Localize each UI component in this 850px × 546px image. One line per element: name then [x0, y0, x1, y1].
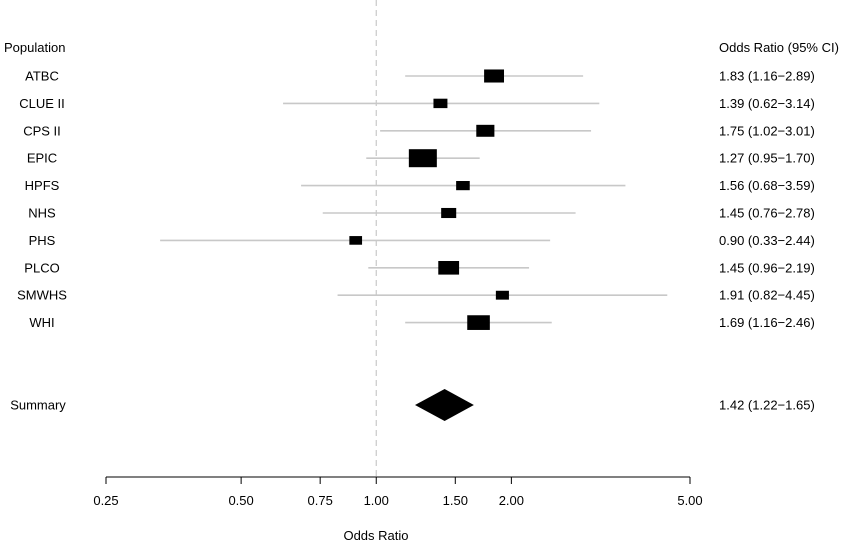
ci-label-phs: 0.90 (0.33−2.44) — [719, 233, 815, 248]
study-name-whi: WHI — [29, 315, 54, 330]
study-name-clue-ii: CLUE II — [19, 96, 65, 111]
point-estimate-plco — [438, 261, 460, 275]
point-estimate-smwhs — [495, 290, 509, 300]
summary-label: Summary — [10, 398, 66, 413]
study-name-hpfs: HPFS — [25, 178, 60, 193]
x-axis-title: Odds Ratio — [343, 528, 408, 543]
ci-label-whi: 1.69 (1.16−2.46) — [719, 315, 815, 330]
point-estimate-hpfs — [456, 181, 470, 191]
x-tick-label-0-50: 0.50 — [228, 493, 253, 508]
point-estimate-whi — [467, 315, 490, 330]
point-estimate-cps-ii — [476, 124, 495, 137]
x-tick-label-0-75: 0.75 — [308, 493, 333, 508]
point-estimate-clue-ii — [433, 98, 448, 109]
study-name-epic: EPIC — [27, 151, 57, 166]
ci-label-cps-ii: 1.75 (1.02−3.01) — [719, 123, 815, 138]
point-estimate-phs — [349, 236, 363, 245]
ci-label-plco: 1.45 (0.96−2.19) — [719, 260, 815, 275]
point-estimate-atbc — [484, 69, 505, 83]
study-name-phs: PHS — [29, 233, 56, 248]
x-tick-label-5-00: 5.00 — [677, 493, 702, 508]
x-tick-label-0-25: 0.25 — [93, 493, 118, 508]
odds-ratio-ci-header: Odds Ratio (95% CI) — [719, 40, 839, 55]
ci-label-nhs: 1.45 (0.76−2.78) — [719, 206, 815, 221]
x-tick-label-1-00: 1.00 — [364, 493, 389, 508]
ci-label-smwhs: 1.91 (0.82−4.45) — [719, 288, 815, 303]
x-tick-label-2-00: 2.00 — [499, 493, 524, 508]
population-header: Population — [4, 40, 65, 55]
study-name-plco: PLCO — [24, 260, 59, 275]
x-tick-label-1-50: 1.50 — [443, 493, 468, 508]
study-name-smwhs: SMWHS — [17, 288, 67, 303]
study-name-cps-ii: CPS II — [23, 123, 61, 138]
ci-label-clue-ii: 1.39 (0.62−3.14) — [719, 96, 815, 111]
summary-ci-label: 1.42 (1.22−1.65) — [719, 398, 815, 413]
study-name-nhs: NHS — [28, 206, 56, 221]
summary-diamond — [415, 389, 474, 421]
ci-label-epic: 1.27 (0.95−1.70) — [719, 151, 815, 166]
ci-label-atbc: 1.83 (1.16−2.89) — [719, 69, 815, 84]
study-name-atbc: ATBC — [25, 69, 59, 84]
point-estimate-epic — [408, 149, 437, 168]
ci-label-hpfs: 1.56 (0.68−3.59) — [719, 178, 815, 193]
point-estimate-nhs — [441, 207, 457, 219]
